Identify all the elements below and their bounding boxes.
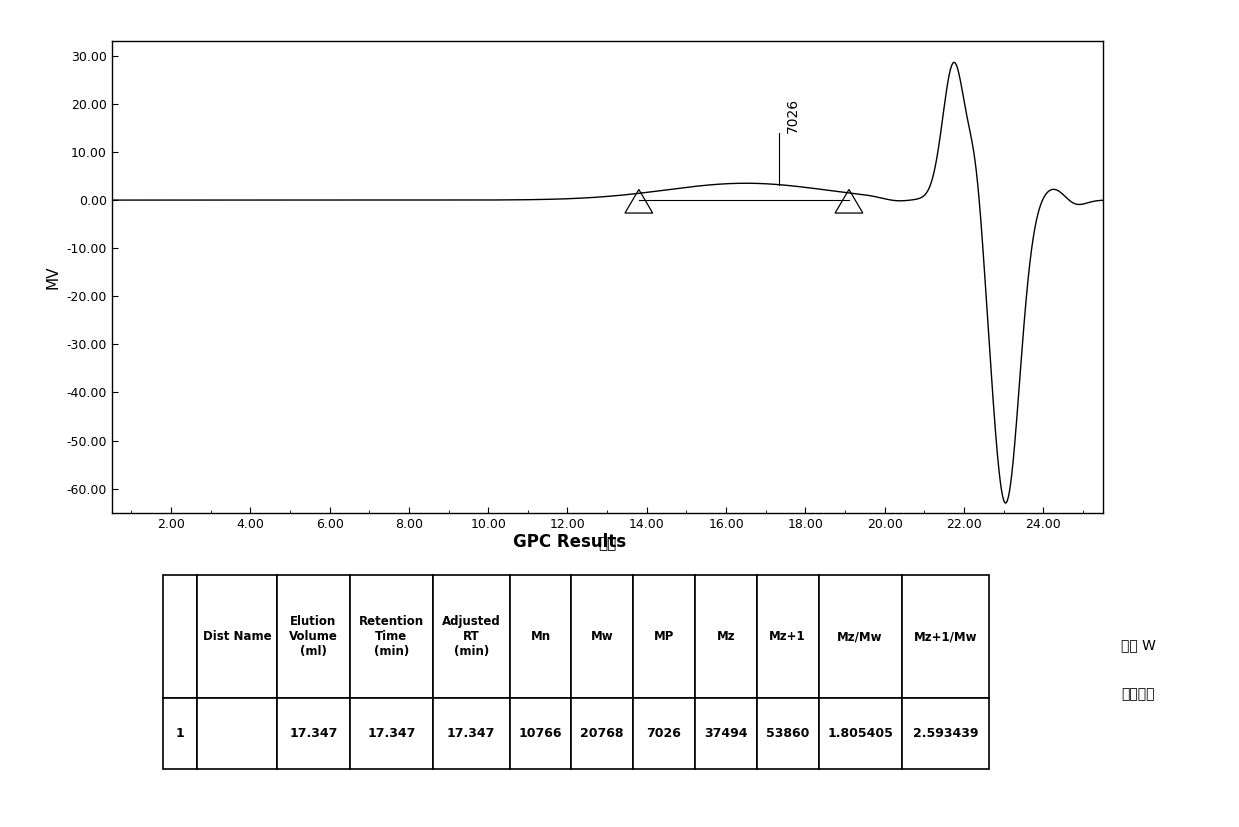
X-axis label: 分钟: 分钟 bbox=[598, 536, 616, 551]
Text: 打印设置: 打印设置 bbox=[1121, 688, 1155, 701]
Text: 激活 W: 激活 W bbox=[1121, 638, 1156, 652]
Text: GPC Results: GPC Results bbox=[513, 533, 627, 551]
Text: 7026: 7026 bbox=[786, 98, 799, 133]
Y-axis label: MV: MV bbox=[46, 265, 61, 289]
